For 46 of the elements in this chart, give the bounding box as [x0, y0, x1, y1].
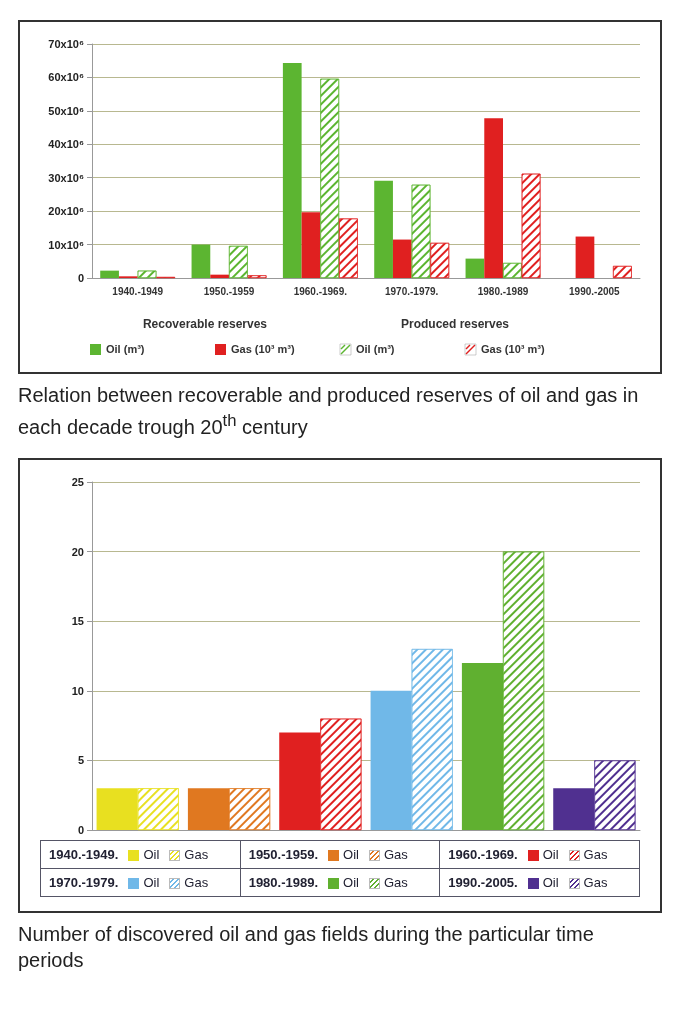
text: Oil: [542, 874, 559, 890]
x-tick-label: 1980.-1989: [477, 285, 529, 297]
y-tick-label: 5: [77, 754, 84, 767]
legend-label: Oil (m³): [106, 342, 145, 355]
text: Gas: [383, 874, 408, 890]
text: Gas: [184, 874, 209, 890]
text: Oil: [343, 874, 359, 890]
category-label: 1960.-1969.: [448, 846, 518, 862]
y-tick-label: 0: [77, 272, 84, 284]
y-tick-label: 10x10⁶: [48, 238, 84, 251]
text: Produced reserves: [400, 317, 510, 331]
x-tick-label: 1970.-1979.: [384, 285, 439, 297]
text: Number of discovered oil and gas fields during the particular time periods: [18, 921, 595, 973]
text: Recoverable reserves: [142, 317, 268, 331]
category-label: 1940.-1949.: [49, 846, 119, 862]
y-tick-label: 20x10⁶: [48, 205, 84, 218]
text: Gas: [383, 846, 408, 862]
y-tick-label: 30x10⁶: [48, 171, 84, 184]
x-tick-label: 1990.-2005: [569, 285, 621, 297]
text: Gas: [583, 874, 608, 890]
y-tick-label: 15: [71, 614, 84, 627]
legend-label: Gas (10³ m³): [231, 342, 295, 355]
x-tick-label: 1960.-1969.: [293, 285, 348, 297]
text: Relation between recoverable and produced reserves of oil and gas in each decade trough 20$^{th}$ century: [18, 383, 640, 440]
legend-label: Oil (m³): [356, 342, 395, 355]
y-tick-label: 40x10⁶: [48, 138, 84, 151]
y-tick-label: 70x10⁶: [48, 38, 84, 50]
category-label: 1980.-1989.: [248, 874, 319, 890]
y-tick-label: 60x10⁶: [48, 71, 84, 84]
y-tick-label: 25: [71, 475, 84, 488]
legend-label: Gas (10³ m³): [481, 342, 545, 355]
y-tick-label: 50x10⁶: [48, 104, 84, 117]
y-tick-label: 10: [71, 684, 84, 697]
category-label: 1970.-1979.: [49, 874, 119, 890]
category-label: 1950.-1959.: [248, 846, 319, 862]
text: Gas: [583, 846, 608, 862]
text: Oil: [343, 846, 359, 862]
category-label: 1990.-2005.: [448, 874, 518, 890]
text: Oil: [143, 874, 160, 890]
x-tick-label: 1950.-1959: [203, 285, 255, 297]
legend-label: Oil: [142, 846, 160, 862]
text: Oil: [542, 846, 559, 862]
y-tick-label: 0: [77, 823, 84, 836]
x-tick-label: 1940.-1949: [112, 285, 164, 297]
legend-label: Gas: [183, 846, 209, 862]
y-tick-label: 20: [71, 545, 84, 558]
